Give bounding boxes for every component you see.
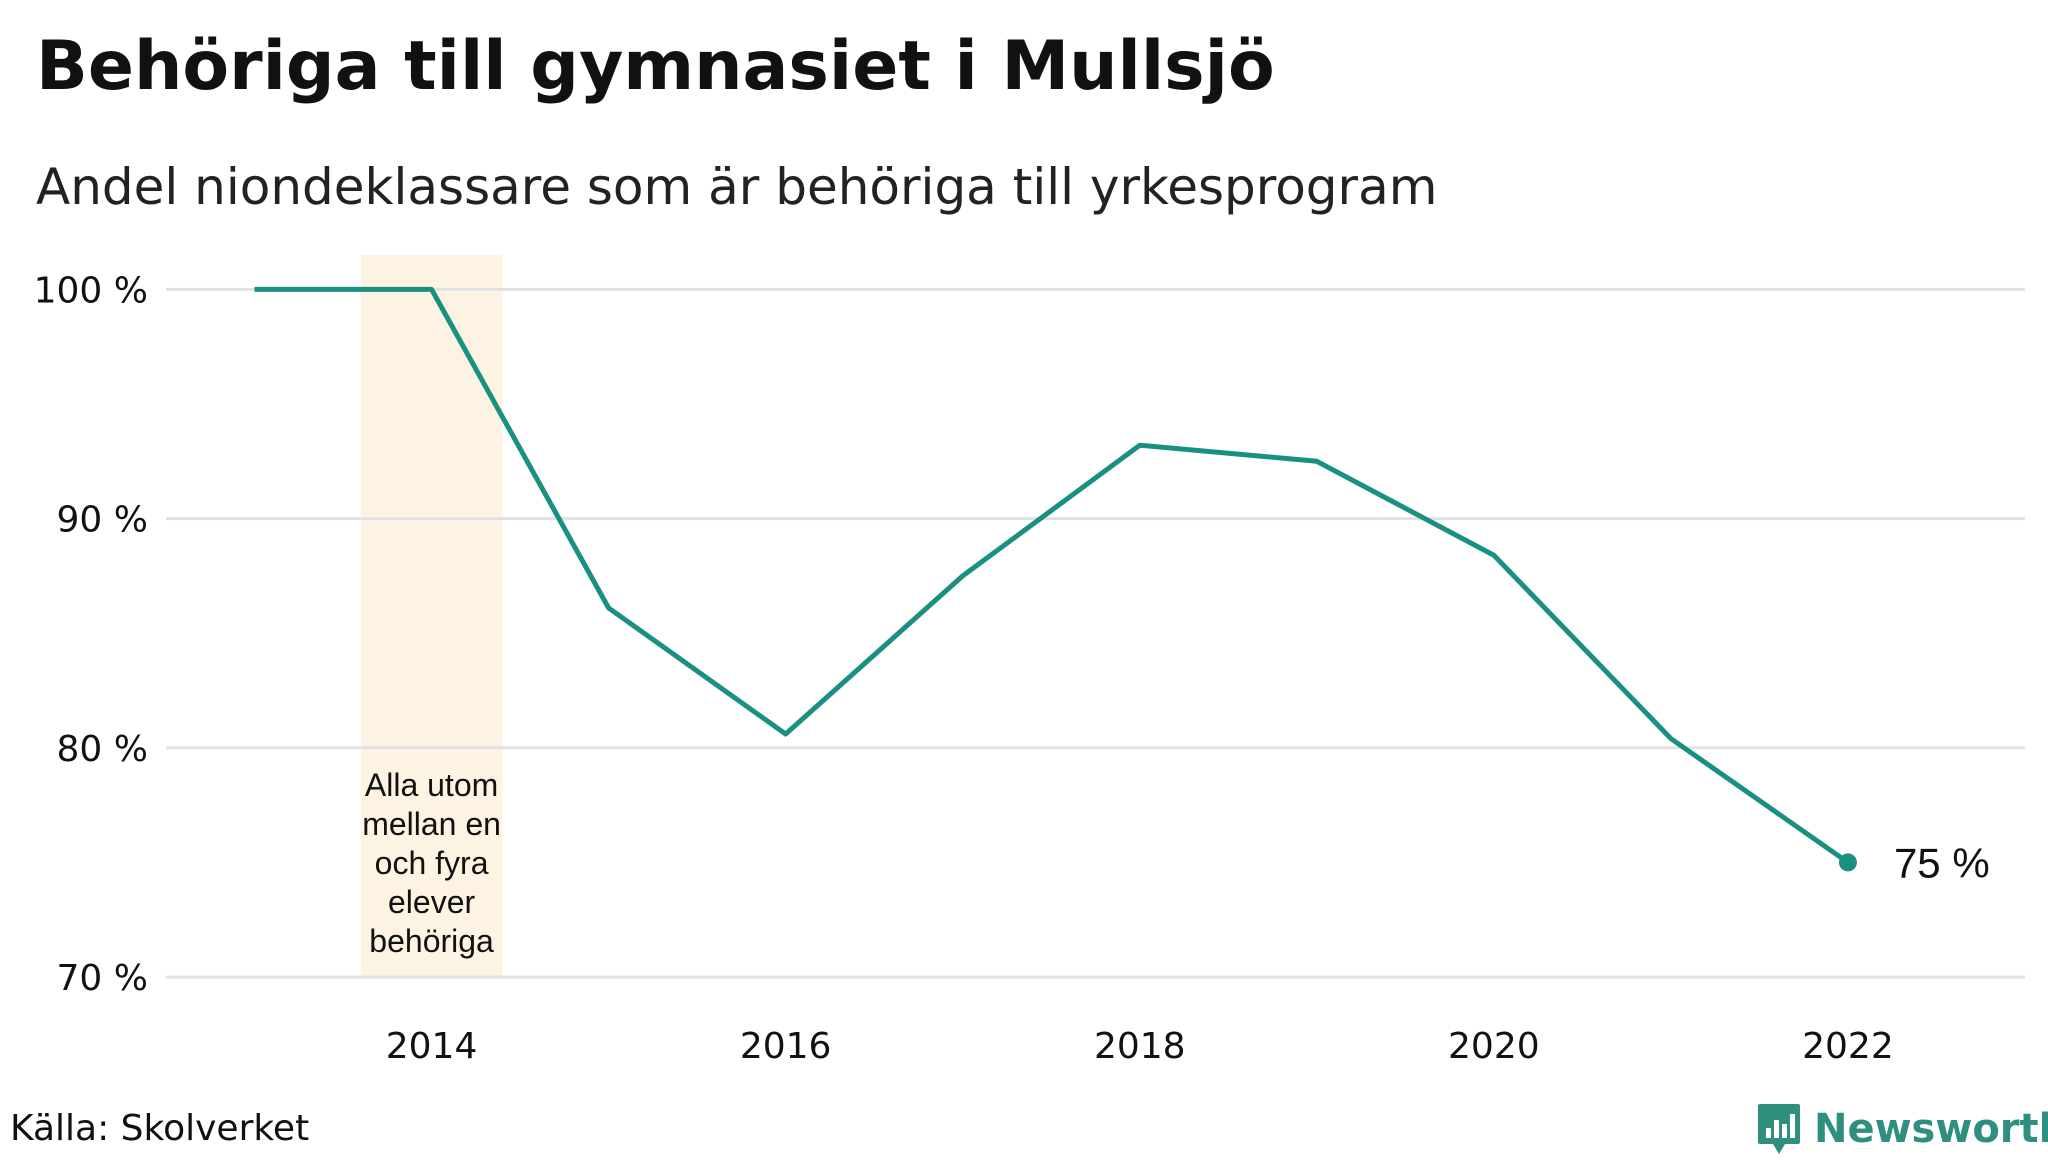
annotation-line: behöriga [369,923,494,959]
annotation-line: mellan en [362,806,501,842]
y-tick-label: 90 % [57,500,148,541]
annotation-line: och fyra [375,845,489,881]
chart-title: Behöriga till gymnasiet i Mullsjö [36,27,1275,106]
x-tick-label: 2014 [386,1026,478,1067]
y-axis: 70 % 80 % 90 % 100 % [34,270,148,999]
x-tick-label: 2022 [1802,1026,1894,1067]
series-layer: 75 % [254,286,1990,886]
end-point [1838,853,1857,872]
newsworthy-logo-icon [1758,1104,1800,1154]
y-tick-label: 80 % [57,729,148,770]
line-chart: 70 % 80 % 90 % 100 % 2014 2016 2018 2020 2022 A… [34,255,2025,1067]
annotation-line: Alla utom [365,767,498,803]
annotation-line: elever [388,884,476,920]
brand-name: Newsworthy [1814,1106,2048,1152]
y-tick-label: 70 % [57,958,148,999]
chart-subtitle: Andel niondeklassare som är behöriga til… [36,158,1438,216]
x-tick-label: 2018 [1094,1026,1186,1067]
source-note: Källa: Skolverket [10,1108,310,1149]
x-axis: 2014 2016 2018 2020 2022 [386,1026,1894,1067]
x-tick-label: 2016 [740,1026,832,1067]
end-value-label: 75 % [1894,839,1990,886]
x-tick-label: 2020 [1448,1026,1540,1067]
brand-logo[interactable]: Newsworthy [1756,1098,2048,1160]
grid-layer [166,287,2025,979]
y-tick-label: 100 % [34,270,148,311]
series-line [254,286,1850,865]
